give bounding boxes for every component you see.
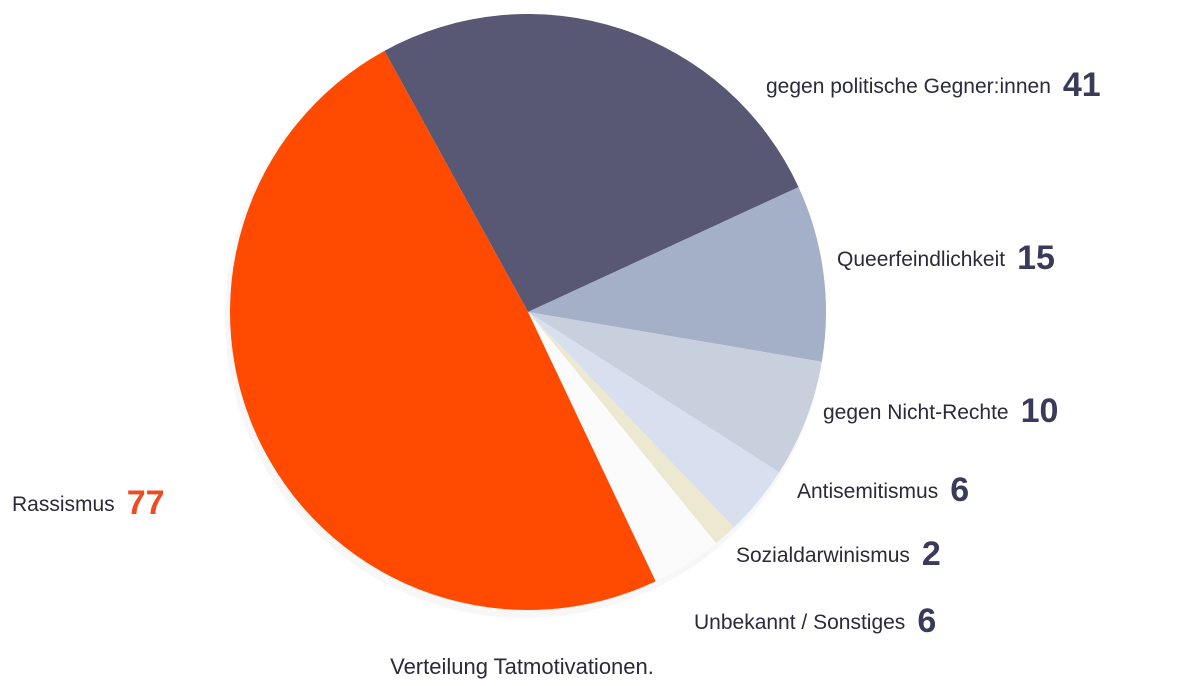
pie-slice: [528, 312, 822, 473]
value-label: 6: [917, 602, 936, 640]
slice-label: Unbekannt / Sonstiges 6: [694, 602, 936, 640]
pie-slice: [528, 312, 717, 582]
category-label: Rassismus: [12, 493, 115, 516]
value-label: 77: [127, 484, 165, 522]
value-label: 2: [922, 535, 941, 573]
value-label: 6: [950, 471, 969, 509]
slice-label: gegen Nicht-Rechte 10: [823, 392, 1058, 430]
slice-label: gegen politische Gegner:innen 41: [766, 66, 1101, 104]
pie-slice: [384, 14, 799, 313]
category-label: gegen Nicht-Rechte: [823, 401, 1009, 424]
pie-slice: [528, 312, 734, 544]
category-label: Queerfeindlichkeit: [837, 248, 1005, 271]
category-label: Sozialdarwinismus: [736, 544, 910, 567]
pie-slice: [528, 187, 827, 362]
slice-label: Antisemitismus 6: [797, 471, 969, 509]
chart-title: Verteilung Tatmotivationen.: [390, 654, 654, 679]
pie-slice: [229, 50, 656, 611]
value-label: 15: [1017, 239, 1055, 277]
category-label: Unbekannt / Sonstiges: [694, 611, 905, 634]
pie-slice: [528, 312, 780, 528]
value-label: 41: [1063, 66, 1101, 104]
value-label: 10: [1021, 392, 1059, 430]
category-label: Antisemitismus: [797, 480, 938, 503]
slice-label: Queerfeindlichkeit 15: [837, 239, 1055, 277]
slice-label: Sozialdarwinismus 2: [736, 535, 941, 573]
category-label: gegen politische Gegner:innen: [766, 75, 1051, 98]
slice-label: Rassismus 77: [12, 484, 165, 522]
